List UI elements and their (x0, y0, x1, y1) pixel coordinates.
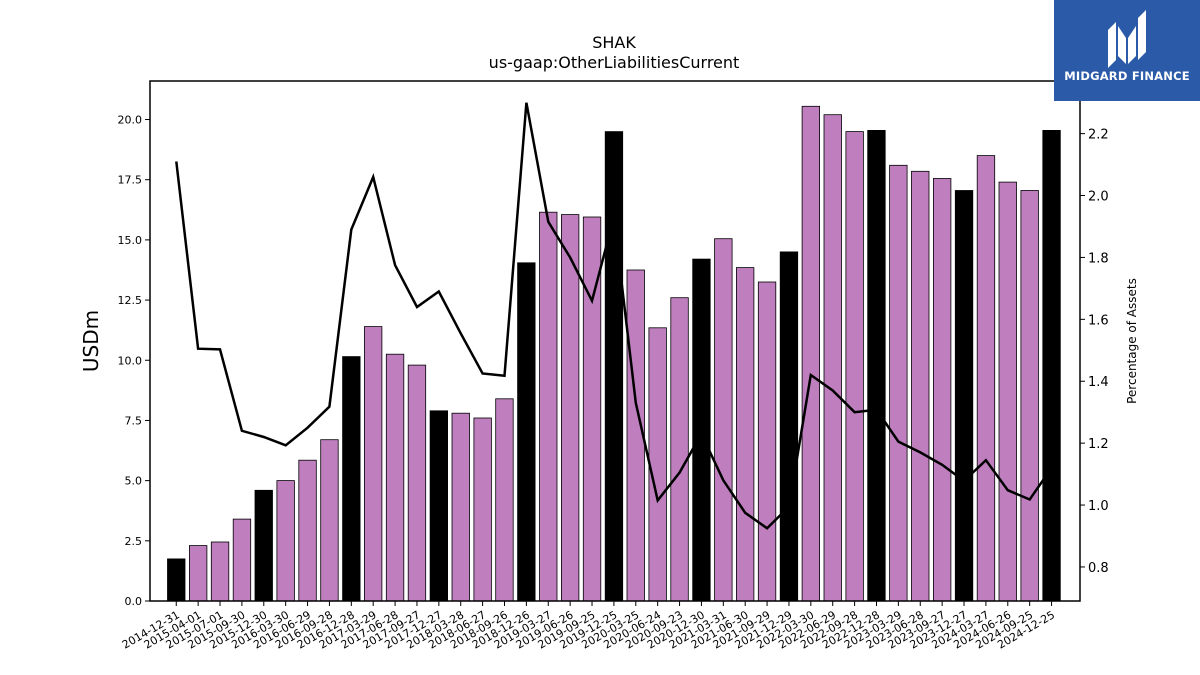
bar (298, 459, 317, 602)
line-layer (175, 102, 1053, 530)
bar (407, 364, 427, 602)
bar (976, 155, 996, 602)
y-tick-label: 12.5 (118, 294, 143, 307)
y-tick-label: 17.5 (118, 174, 143, 187)
bar (823, 114, 842, 602)
midgard-logo-icon (1108, 10, 1146, 68)
y-tick-label: 10.0 (118, 354, 143, 367)
y-axis-label: USDm (79, 310, 103, 372)
bar (998, 181, 1017, 602)
bar (561, 214, 580, 602)
percentage-line (175, 102, 1053, 530)
bar (210, 541, 230, 602)
chart-subtitle: us-gaap:OtherLiabilitiesCurrent (489, 53, 740, 72)
bar (845, 131, 864, 602)
bar (779, 251, 799, 602)
bar (429, 410, 449, 602)
y-tick-label: 15.0 (118, 234, 143, 247)
bar (232, 518, 252, 602)
bar (670, 297, 689, 602)
bar (692, 258, 711, 602)
y-tick-label: 0.0 (125, 595, 143, 608)
y2-tick-label: 1.2 (1088, 437, 1109, 452)
bar (604, 131, 624, 602)
bar (801, 105, 820, 602)
y-tick-label: 20.0 (118, 114, 143, 127)
bar (539, 211, 558, 602)
bar (736, 267, 755, 602)
y2-tick-label: 2.2 (1088, 128, 1109, 143)
bar (954, 190, 974, 602)
bar (385, 353, 405, 602)
bar (188, 545, 208, 602)
y2-tick-label: 1.0 (1088, 499, 1109, 514)
bar (867, 129, 886, 602)
bar (495, 398, 514, 602)
bar (517, 262, 536, 602)
bar (911, 170, 930, 602)
y-tick-label: 7.5 (125, 414, 143, 427)
brand-logo: MIDGARD FINANCE (1054, 0, 1200, 101)
y2-tick-label: 1.8 (1088, 251, 1109, 266)
bar (889, 164, 908, 602)
bar (254, 489, 273, 602)
bar (473, 417, 492, 602)
bar (363, 326, 383, 602)
bar (757, 281, 777, 602)
bar (276, 480, 295, 602)
y2-tick-label: 1.6 (1088, 313, 1109, 328)
y-tick-label: 5.0 (125, 475, 143, 488)
bar (167, 558, 186, 602)
y-tick-label: 2.5 (125, 535, 143, 548)
bar (1042, 129, 1061, 602)
bar (933, 178, 952, 602)
bar (648, 327, 667, 602)
y2-tick-label: 2.0 (1088, 190, 1109, 205)
y2-tick-label: 0.8 (1088, 561, 1109, 576)
bar (342, 356, 361, 602)
bars-layer (167, 105, 1061, 602)
chart-title: SHAK (592, 33, 636, 52)
y2-axis-label: Percentage of Assets (1125, 278, 1139, 404)
bar (451, 412, 470, 602)
brand-logo-text: MIDGARD FINANCE (1064, 69, 1190, 83)
bar (320, 439, 339, 602)
bar (714, 238, 733, 602)
plot-frame (149, 80, 1081, 602)
axes-layer: 0.0 2.5 5.0 7.5 10.0 12.5 15.0 17.5 20.0 0.8 1.0 1.… (118, 80, 1109, 652)
y2-tick-label: 1.4 (1088, 375, 1109, 390)
bar (1020, 190, 1039, 602)
